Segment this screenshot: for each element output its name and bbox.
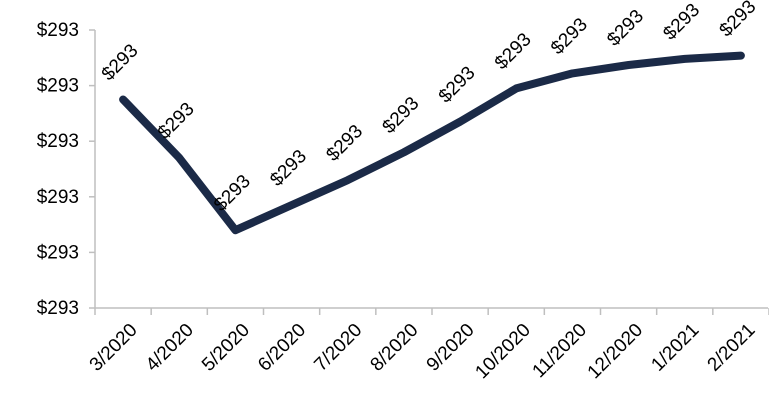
x-tick-label: 7/2020: [310, 320, 366, 376]
y-tick-label: $293: [37, 131, 79, 152]
y-tick-label: $293: [37, 187, 79, 208]
x-tick-label: 6/2020: [254, 320, 310, 376]
x-tick-label: 2/2021: [704, 320, 760, 376]
data-label: $293: [716, 0, 761, 41]
data-label: $293: [322, 121, 367, 166]
data-label: $293: [659, 0, 704, 44]
x-tick-label: 4/2020: [142, 320, 198, 376]
y-tick-label: $293: [37, 298, 79, 319]
x-tick-label: 12/2020: [584, 320, 647, 383]
data-label: $293: [603, 6, 648, 51]
y-tick-label: $293: [37, 76, 79, 97]
x-tick-label: 10/2020: [471, 320, 534, 383]
data-label: $293: [547, 14, 592, 59]
data-label: $293: [98, 40, 143, 85]
data-label: $293: [435, 63, 480, 108]
y-tick-label: $293: [37, 242, 79, 263]
x-tick-label: 1/2021: [647, 320, 703, 376]
data-label: $293: [379, 93, 424, 138]
x-tick-label: 8/2020: [367, 320, 423, 376]
x-tick-label: 3/2020: [86, 320, 142, 376]
y-tick-label: $293: [37, 20, 79, 41]
x-tick-label: 5/2020: [198, 320, 254, 376]
data-label: $293: [266, 146, 311, 191]
x-tick-label: 11/2020: [529, 320, 591, 382]
data-label: $293: [491, 29, 536, 74]
x-tick-label: 9/2020: [423, 320, 479, 376]
